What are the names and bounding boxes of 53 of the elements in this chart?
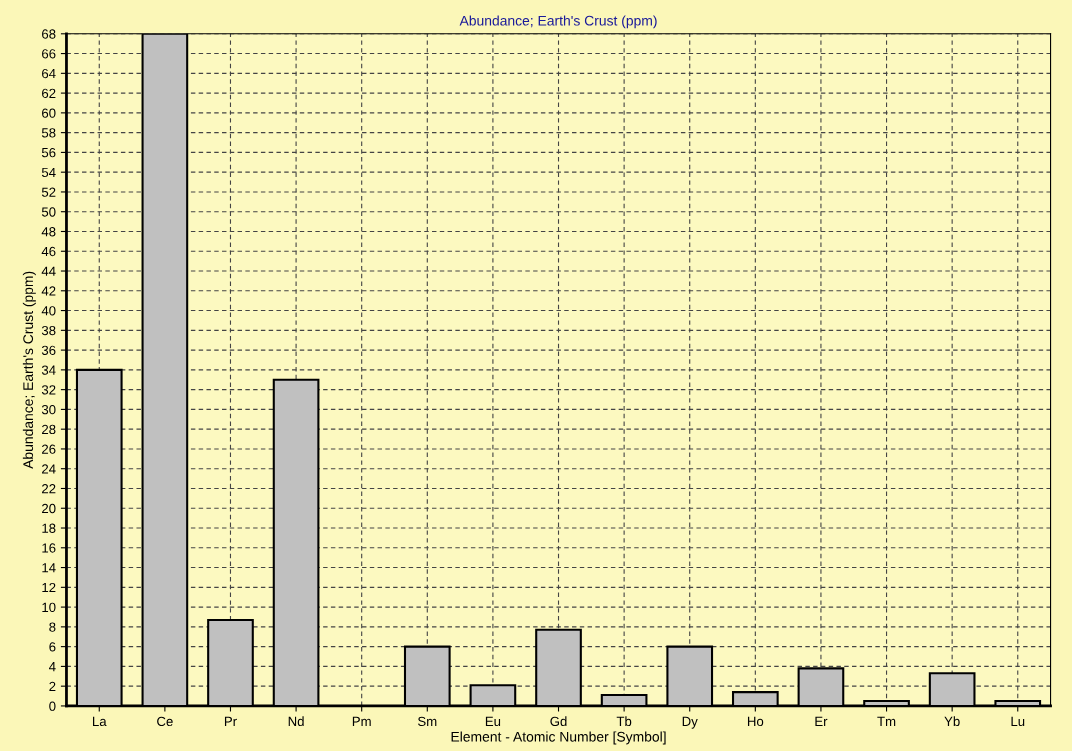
y-tick-label: 52: [41, 187, 56, 197]
y-tick-label: 20: [42, 503, 56, 514]
y-tick-label: 50: [41, 207, 56, 217]
x-tick-label: Ho: [747, 716, 764, 727]
y-tick-label: 22: [42, 484, 56, 494]
x-tick-label: Dy: [682, 716, 698, 729]
y-tick-label: 4: [49, 662, 56, 672]
y-tick-label: 12: [42, 582, 56, 593]
y-tick-label: 36: [41, 345, 56, 356]
y-tick-label: 48: [41, 227, 56, 237]
y-axis-title: Abundance; Earth's Crust (ppm): [22, 271, 36, 469]
y-tick-label: 18: [42, 523, 56, 533]
x-tick-label: Lu: [1011, 716, 1025, 727]
y-tick-label: 60: [42, 108, 56, 118]
y-tick-label: 56: [41, 147, 56, 158]
y-tick-label: 28: [42, 424, 56, 435]
y-tick-label: 62: [42, 88, 56, 99]
y-tick-label: 58: [41, 128, 56, 138]
x-tick-label: La: [93, 716, 107, 727]
y-tick-label: 66: [42, 49, 56, 59]
x-tick-label: Er: [815, 716, 828, 726]
y-tick-label: 2: [49, 681, 56, 691]
x-tick-label: Gd: [550, 716, 567, 727]
y-tick-label: 10: [42, 602, 56, 613]
y-tick-label: 26: [42, 444, 56, 454]
x-tick-label: Ce: [157, 716, 173, 727]
y-tick-label: 34: [41, 365, 56, 375]
y-tick-label: 6: [49, 642, 56, 652]
y-tick-label: 46: [41, 246, 56, 257]
y-tick-label: 16: [42, 543, 56, 553]
x-tick-label: Tm: [877, 716, 896, 726]
x-tick-label: Eu: [485, 716, 501, 727]
y-tick-label: 0: [49, 701, 56, 711]
y-tick-label: 32: [41, 385, 56, 395]
y-tick-label: 40: [41, 306, 56, 316]
y-tick-label: 24: [42, 464, 56, 474]
x-tick-label: Pm: [352, 716, 371, 726]
x-tick-label: Tb: [616, 716, 632, 727]
y-tick-label: 54: [41, 167, 56, 178]
y-tick-label: 14: [42, 563, 56, 573]
y-tick-label: 38: [41, 325, 56, 336]
x-tick-label: Sm: [418, 716, 437, 727]
y-tick-label: 30: [41, 404, 56, 415]
x-axis-title: Element - Atomic Number [Symbol]: [451, 731, 666, 745]
chart-title: Abundance; Earth's Crust (ppm): [459, 15, 657, 29]
y-tick-label: 44: [41, 266, 56, 276]
y-tick-label: 68: [42, 29, 56, 39]
x-tick-label: Pr: [224, 716, 237, 726]
x-tick-label: Nd: [288, 716, 304, 727]
y-tick-label: 8: [49, 622, 56, 632]
y-tick-label: 42: [41, 286, 56, 296]
y-tick-label: 64: [42, 68, 56, 79]
x-tick-label: Yb: [944, 716, 960, 727]
